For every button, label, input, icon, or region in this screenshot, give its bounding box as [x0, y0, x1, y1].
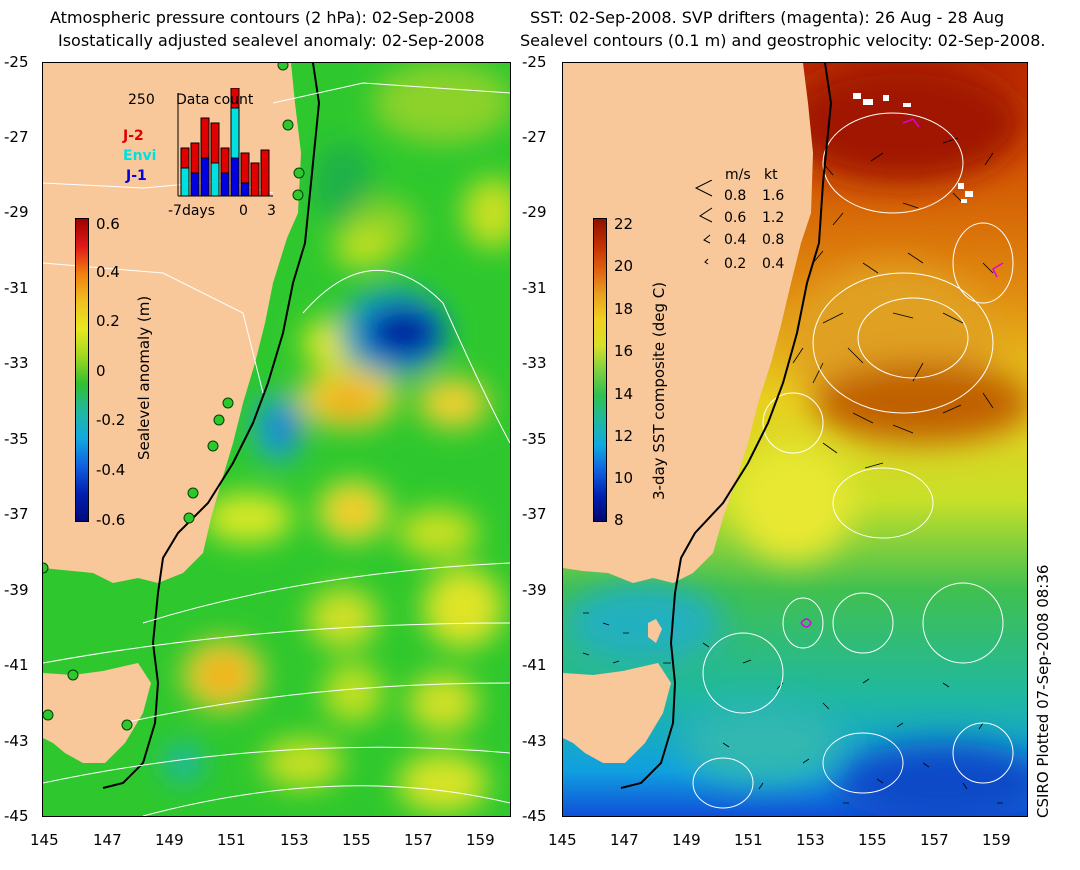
right-lat-tick-39: -39 [522, 581, 547, 599]
sla-colorbar-title: Sealevel anomaly (m) [135, 295, 153, 460]
sst-colorbar-label-6: 10 [614, 469, 634, 487]
right-lat-tick-33: -33 [522, 354, 547, 372]
sst-colorbar-title: 3-day SST composite (deg C) [650, 281, 668, 500]
right-lon-tick-157: 157 [920, 831, 949, 849]
right-lon-tick-149: 149 [672, 831, 701, 849]
left-lat-tick-31: -31 [4, 279, 29, 297]
sst-map[interactable] [562, 62, 1028, 817]
velocity-legend-ms-2: 0.4 [724, 232, 747, 248]
left-lon-tick-153: 153 [280, 831, 309, 849]
left-lat-tick-39: -39 [4, 581, 29, 599]
inset-legend-j2: J-2 [123, 128, 144, 144]
right-title-line1: SST: 02-Sep-2008. SVP drifters (magenta)… [530, 8, 1005, 27]
velocity-legend-kt-1: 1.2 [762, 210, 785, 226]
right-lat-tick-37: -37 [522, 505, 547, 523]
sealevel-anomaly-field [43, 63, 510, 816]
left-lat-tick-35: -35 [4, 430, 29, 448]
sla-colorbar-label-1: 0.4 [96, 263, 120, 281]
sla-colorbar-label-5: -0.4 [96, 461, 126, 479]
sla-colorbar [75, 218, 89, 522]
inset-title: Data count [176, 92, 254, 108]
left-lon-tick-149: 149 [155, 831, 184, 849]
left-lon-tick-145: 145 [30, 831, 59, 849]
sst-field [563, 63, 1027, 816]
left-lon-tick-159: 159 [466, 831, 495, 849]
left-lat-tick-33: -33 [4, 354, 29, 372]
inset-xlabel-minus7: -7days [168, 203, 216, 219]
sla-colorbar-label-6: -0.6 [96, 511, 126, 529]
velocity-legend-ms-3: 0.2 [724, 256, 747, 272]
sst-colorbar-label-7: 8 [614, 511, 624, 529]
right-title-line2: Sealevel contours (0.1 m) and geostrophi… [520, 31, 1046, 50]
left-lat-tick-43: -43 [4, 732, 29, 750]
sla-colorbar-label-0: 0.6 [96, 215, 120, 233]
right-lon-tick-151: 151 [734, 831, 763, 849]
right-lon-tick-145: 145 [548, 831, 577, 849]
left-lon-tick-147: 147 [93, 831, 122, 849]
drifter-track [902, 118, 920, 128]
left-lat-tick-29: -29 [4, 203, 29, 221]
left-lat-tick-27: -27 [4, 128, 29, 146]
inset-xlabel-3: 3 [267, 203, 276, 219]
right-lat-tick-35: -35 [522, 430, 547, 448]
right-lat-tick-25: -25 [522, 53, 547, 71]
right-lat-tick-31: -31 [522, 279, 547, 297]
right-lon-tick-155: 155 [858, 831, 887, 849]
inset-legend-envi: Envi [123, 148, 157, 164]
right-lat-tick-27: -27 [522, 128, 547, 146]
right-lat-tick-41: -41 [522, 656, 547, 674]
left-lat-tick-45: -45 [4, 807, 29, 825]
velocity-legend-kt-0: 1.6 [762, 188, 785, 204]
right-lon-tick-153: 153 [796, 831, 825, 849]
velocity-legend-ms-0: 0.8 [724, 188, 747, 204]
cloud-mask [853, 93, 973, 203]
right-lon-tick-159: 159 [982, 831, 1011, 849]
velocity-legend-kt-3: 0.4 [762, 256, 785, 272]
velocity-legend-arrows [694, 180, 713, 265]
sst-colorbar [593, 218, 607, 522]
velocity-legend-header-ms: m/s [725, 167, 751, 183]
sla-colorbar-label-3: 0 [96, 362, 106, 380]
sst-colorbar-label-3: 16 [614, 342, 634, 360]
sst-colorbar-label-2: 18 [614, 300, 634, 318]
data-count-bars [177, 88, 273, 197]
sealevel-contours [692, 112, 1014, 809]
right-lat-tick-29: -29 [522, 203, 547, 221]
left-lon-tick-157: 157 [404, 831, 433, 849]
left-lat-tick-25: -25 [4, 53, 29, 71]
sst-colorbar-label-4: 14 [614, 385, 634, 403]
left-title-line2: Isostatically adjusted sealevel anomaly:… [58, 31, 485, 50]
right-lat-tick-43: -43 [522, 732, 547, 750]
left-lat-tick-37: -37 [4, 505, 29, 523]
sla-colorbar-label-2: 0.2 [96, 312, 120, 330]
sst-colorbar-label-1: 20 [614, 257, 634, 275]
velocity-legend-header-kt: kt [764, 167, 778, 183]
left-lon-tick-151: 151 [217, 831, 246, 849]
inset-legend-j1: J-1 [126, 168, 147, 184]
velocity-legend-kt-2: 0.8 [762, 232, 785, 248]
sst-colorbar-label-5: 12 [614, 427, 634, 445]
drifter-track [992, 262, 1004, 278]
velocity-arrows [582, 137, 1003, 804]
data-count-inset [173, 88, 283, 198]
left-lat-tick-41: -41 [4, 656, 29, 674]
left-lon-tick-155: 155 [342, 831, 371, 849]
sla-colorbar-label-4: -0.2 [96, 411, 126, 429]
inset-ymax-label: 250 [128, 92, 155, 108]
velocity-legend-ms-1: 0.6 [724, 210, 747, 226]
sealevel-anomaly-map[interactable] [42, 62, 511, 817]
inset-xlabel-0: 0 [239, 203, 248, 219]
sst-colorbar-label-0: 22 [614, 215, 634, 233]
plot-credit: CSIRO Plotted 07-Sep-2008 08:36 [1034, 564, 1052, 818]
drifter-track [800, 618, 812, 628]
left-title-line1: Atmospheric pressure contours (2 hPa): 0… [50, 8, 475, 27]
right-lon-tick-147: 147 [610, 831, 639, 849]
right-lat-tick-45: -45 [522, 807, 547, 825]
